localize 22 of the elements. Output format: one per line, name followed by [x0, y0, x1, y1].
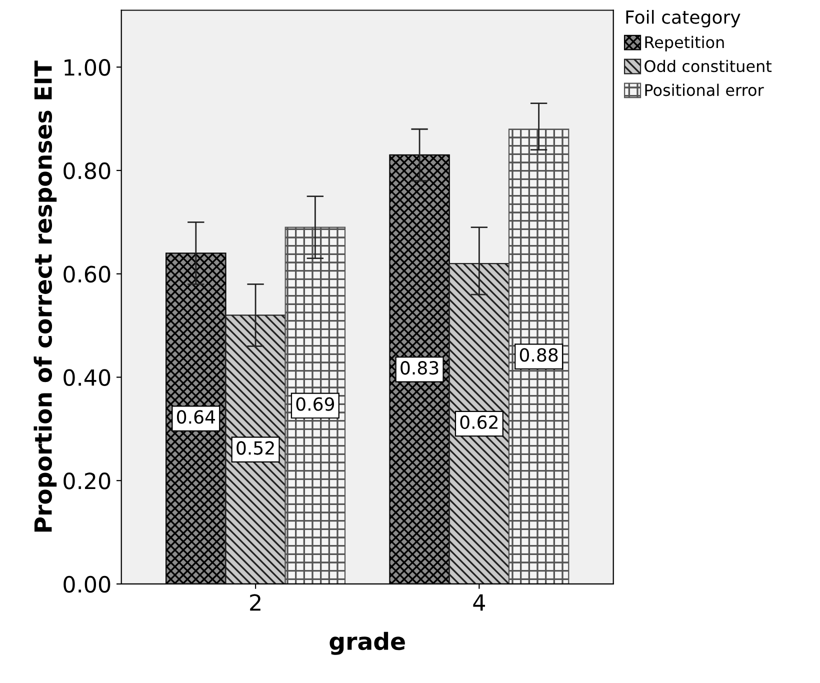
- y-tick-label: 0.20: [64, 472, 110, 490]
- legend-label: Repetition: [645, 36, 724, 52]
- y-tick-label: 0.40: [64, 369, 110, 386]
- y-tick-label: 0.60: [64, 266, 110, 283]
- x-tick-label: 4: [473, 594, 485, 611]
- legend-label: Odd constituent: [644, 60, 772, 72]
- data-label: 0.83: [400, 361, 438, 375]
- y-tick-label: 0.00: [64, 576, 110, 593]
- data-label: 0.64: [176, 410, 215, 424]
- data-label: 0.88: [520, 348, 558, 362]
- x-tick-label: 2: [250, 594, 260, 611]
- bar: [508, 128, 570, 584]
- legend-title: Foil category: [626, 10, 740, 28]
- legend-label: Positional error: [645, 84, 764, 96]
- bar: [284, 226, 346, 584]
- y-axis-title: Proportion of correct responses EIT: [34, 60, 57, 532]
- data-label: 0.69: [296, 397, 334, 411]
- y-tick-label: 1.00: [64, 59, 110, 76]
- data-label: 0.62: [460, 415, 498, 429]
- data-label: 0.52: [236, 441, 274, 455]
- x-axis-title: grade: [330, 632, 405, 655]
- y-tick-label: 0.80: [64, 162, 110, 180]
